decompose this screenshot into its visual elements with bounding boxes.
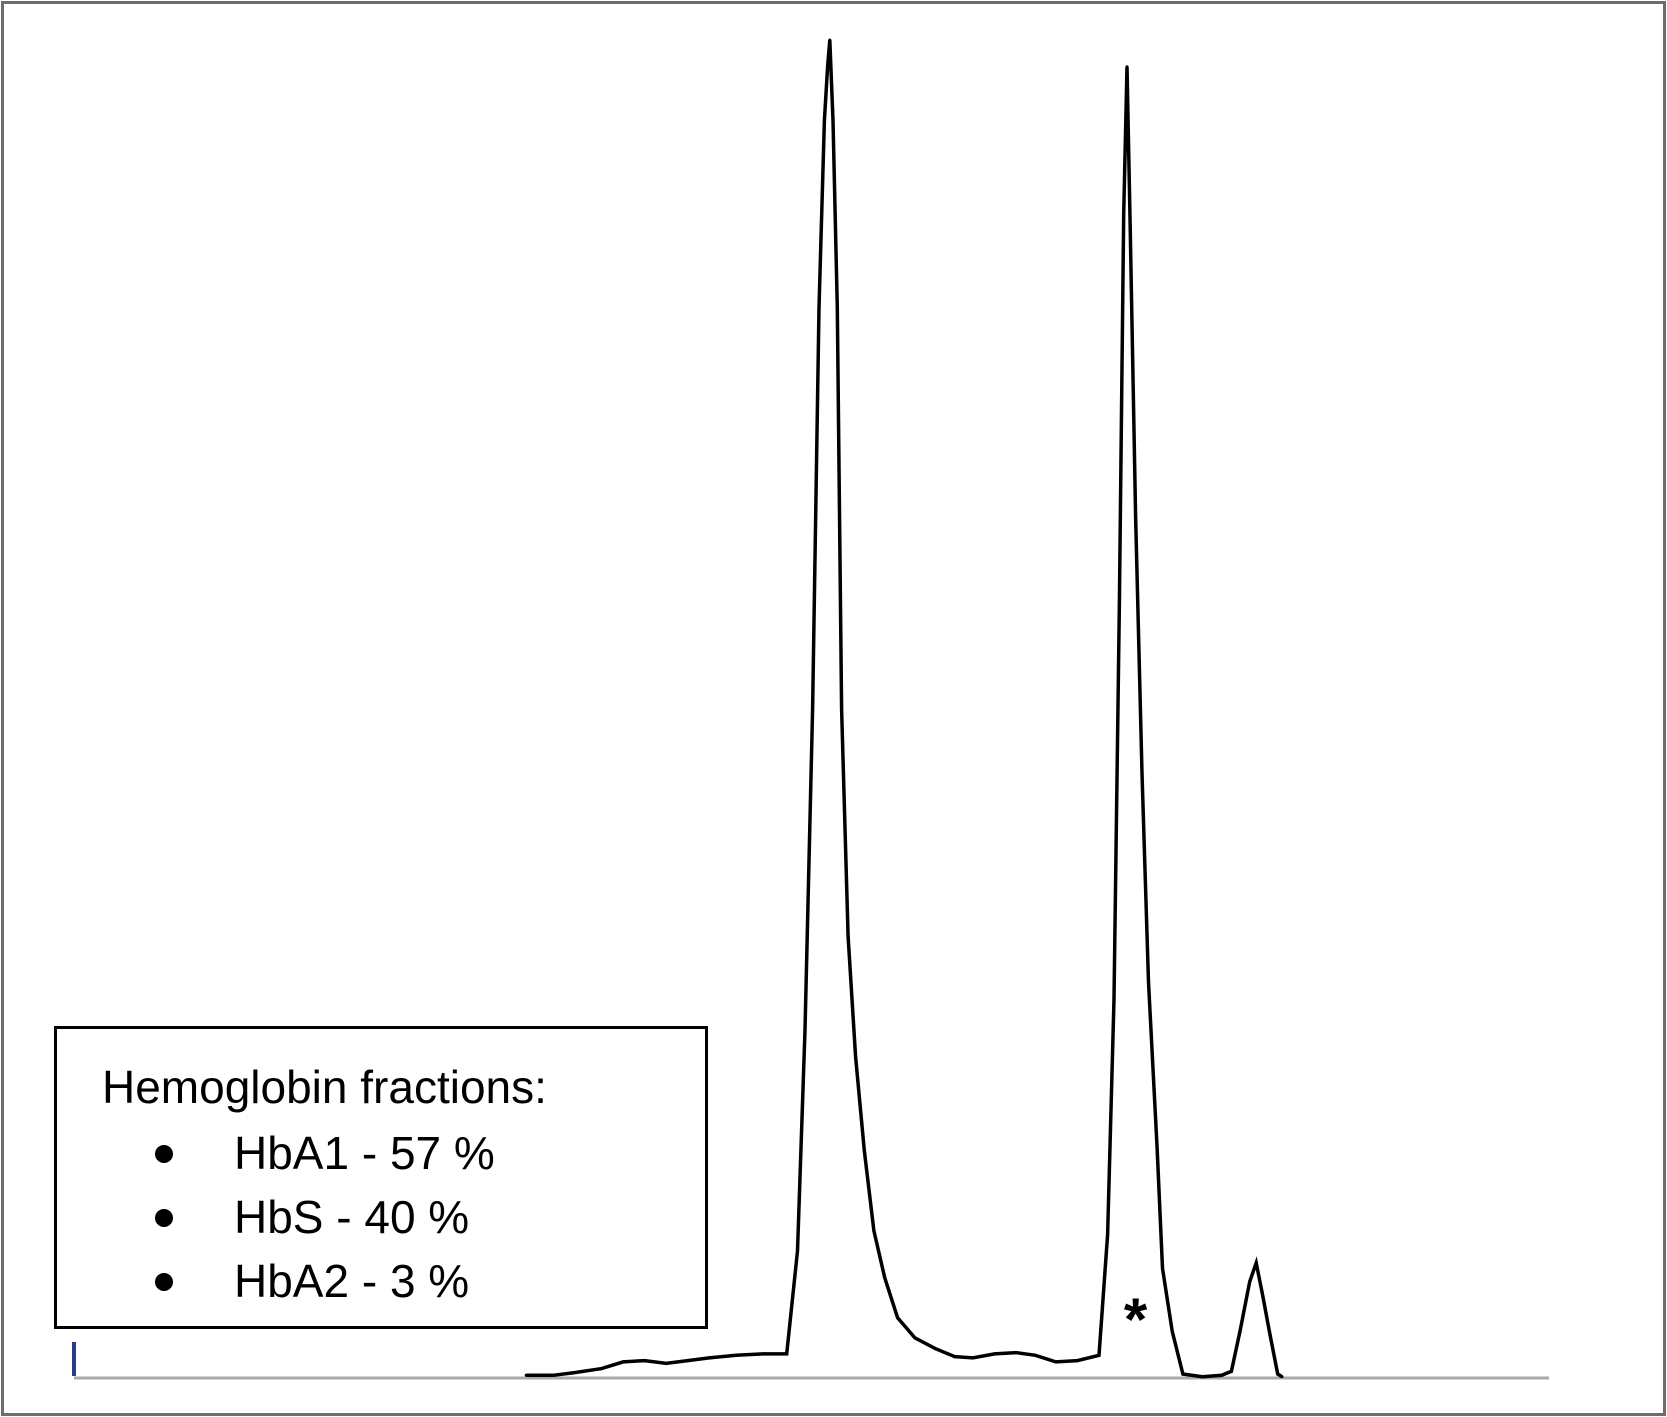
bullet-icon — [155, 1209, 173, 1227]
trace-point-39 — [1112, 997, 1116, 1001]
trace-point-31 — [971, 1356, 975, 1360]
trace-point-5 — [643, 1359, 647, 1363]
trace-point-55 — [1248, 1280, 1252, 1284]
trace-point-51 — [1200, 1375, 1204, 1379]
trace-point-0 — [524, 1373, 528, 1377]
trace-point-17 — [826, 65, 830, 69]
trace-point-16 — [822, 118, 826, 122]
trace-point-57 — [1261, 1293, 1265, 1297]
trace-point-21 — [840, 707, 844, 711]
trace-point-34 — [1033, 1353, 1037, 1357]
legend-item-label: HbS - 40 % — [234, 1191, 470, 1243]
trace-point-56 — [1254, 1261, 1258, 1265]
trace-point-49 — [1170, 1329, 1174, 1333]
legend-title: Hemoglobin fractions: — [102, 1061, 547, 1113]
trace-point-9 — [734, 1353, 738, 1357]
trace-point-12 — [796, 1249, 799, 1253]
trace-point-40 — [1117, 600, 1121, 604]
trace-point-23 — [854, 1055, 858, 1059]
trace-point-43 — [1128, 225, 1132, 229]
trace-point-50 — [1181, 1372, 1185, 1376]
trace-point-41 — [1122, 212, 1126, 216]
trace-point-42 — [1125, 65, 1129, 69]
trace-point-2 — [573, 1371, 577, 1375]
bullet-icon — [155, 1273, 173, 1291]
trace-point-14 — [811, 707, 815, 711]
legend-item-label: HbA1 - 57 % — [234, 1127, 495, 1179]
trace-point-48 — [1161, 1266, 1164, 1270]
trace-points — [524, 38, 1284, 1379]
trace-point-58 — [1268, 1333, 1272, 1337]
bullet-icon — [155, 1145, 173, 1163]
annotation-asterisk: * — [1124, 1286, 1148, 1353]
trace-point-13 — [803, 1028, 807, 1032]
trace-point-26 — [883, 1276, 887, 1280]
trace-point-54 — [1238, 1329, 1242, 1333]
trace-point-53 — [1229, 1369, 1233, 1373]
trace-point-24 — [862, 1149, 866, 1152]
trace-point-46 — [1147, 980, 1150, 984]
trace-point-11 — [785, 1352, 789, 1356]
trace-point-33 — [1014, 1351, 1018, 1355]
trace-point-60 — [1280, 1375, 1284, 1379]
trace-point-47 — [1155, 1146, 1159, 1150]
trace-point-36 — [1075, 1359, 1079, 1363]
trace-point-25 — [872, 1229, 876, 1233]
trace-point-10 — [761, 1352, 765, 1356]
trace-point-3 — [600, 1367, 604, 1371]
trace-point-44 — [1134, 514, 1138, 518]
trace-point-20 — [835, 306, 839, 310]
trace-point-1 — [551, 1373, 555, 1377]
trace-point-30 — [953, 1355, 957, 1359]
trace-point-28 — [913, 1336, 917, 1340]
trace-point-22 — [846, 935, 850, 938]
trace-point-7 — [686, 1359, 690, 1363]
trace-point-19 — [831, 118, 835, 122]
trace-point-37 — [1097, 1353, 1101, 1357]
trace-point-8 — [707, 1356, 711, 1360]
legend-box: Hemoglobin fractions: HbA1 - 57 % HbS - … — [54, 1026, 708, 1329]
trace-point-59 — [1276, 1372, 1280, 1376]
trace-point-27 — [896, 1316, 900, 1320]
trace-point-35 — [1054, 1360, 1058, 1364]
trace-point-32 — [993, 1352, 996, 1356]
electropherogram-chart: * — [72, 38, 1549, 1380]
trace-point-6 — [664, 1361, 668, 1365]
trace-point-38 — [1106, 1233, 1110, 1237]
trace-point-4 — [621, 1360, 625, 1364]
trace-point-29 — [933, 1347, 937, 1351]
trace-point-45 — [1140, 771, 1144, 775]
legend-item-label: HbA2 - 3 % — [234, 1255, 470, 1307]
trace-point-52 — [1220, 1373, 1224, 1377]
trace-point-15 — [817, 306, 821, 310]
trace-point-18 — [828, 38, 832, 42]
